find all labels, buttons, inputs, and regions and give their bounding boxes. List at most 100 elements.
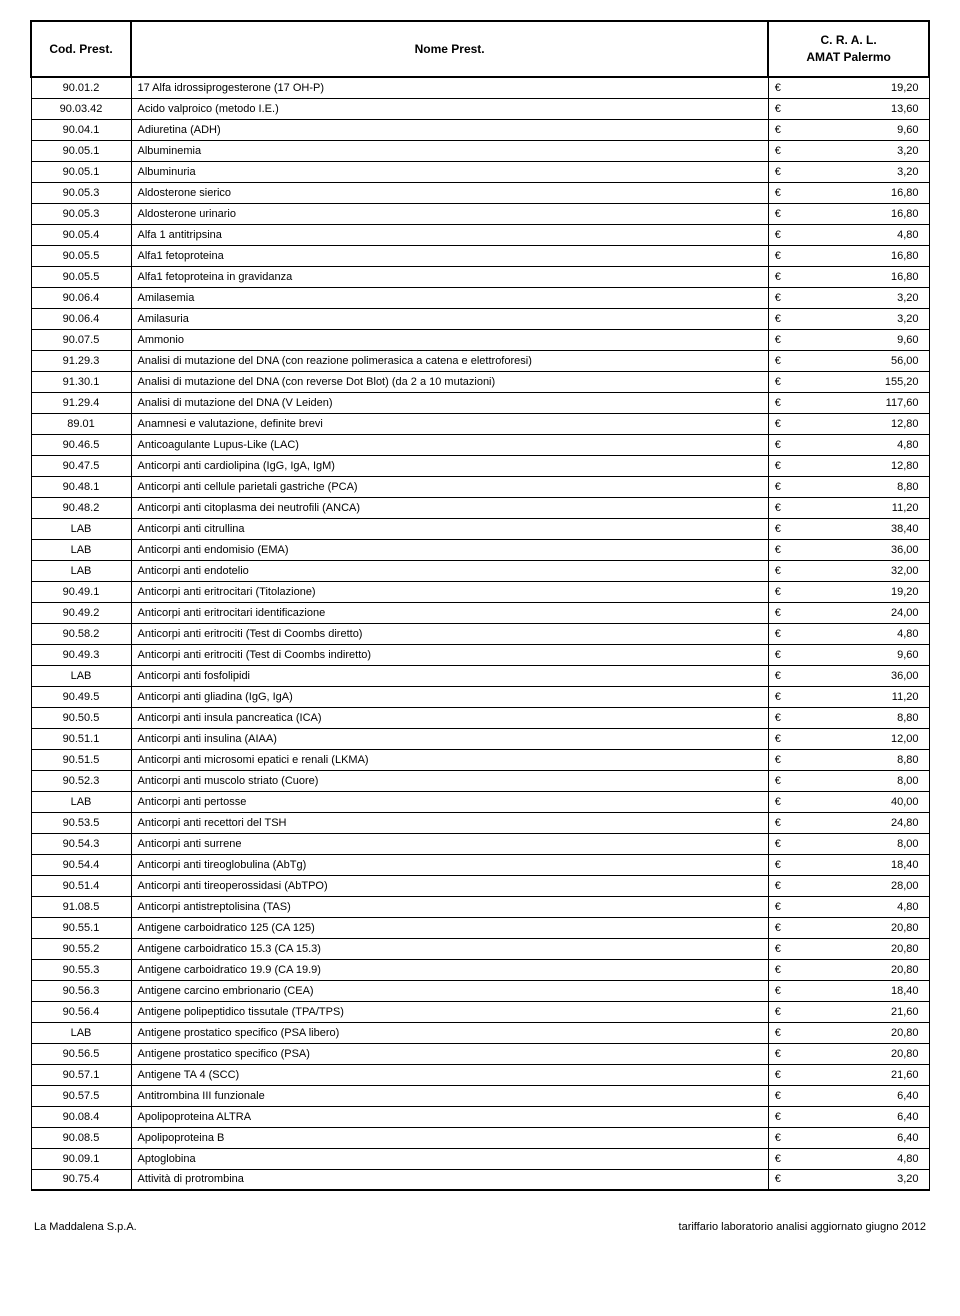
cell-name: Anticorpi anti microsomi epatici e renal… xyxy=(131,749,768,770)
cell-name: Anticorpi anti citrullina xyxy=(131,518,768,539)
cell-price: 8,80 xyxy=(788,707,929,728)
cell-currency: € xyxy=(768,287,788,308)
cell-name: 17 Alfa idrossiprogesterone (17 OH-P) xyxy=(131,77,768,98)
table-row: 90.57.5Antitrombina III funzionale€6,40 xyxy=(31,1085,929,1106)
cell-currency: € xyxy=(768,1148,788,1169)
cell-currency: € xyxy=(768,245,788,266)
cell-currency: € xyxy=(768,119,788,140)
cell-currency: € xyxy=(768,791,788,812)
cell-price: 9,60 xyxy=(788,119,929,140)
cell-currency: € xyxy=(768,182,788,203)
cell-currency: € xyxy=(768,896,788,917)
cell-code: 90.54.4 xyxy=(31,854,131,875)
table-row: 90.54.4Anticorpi anti tireoglobulina (Ab… xyxy=(31,854,929,875)
cell-price: 12,80 xyxy=(788,455,929,476)
cell-currency: € xyxy=(768,686,788,707)
cell-code: 90.04.1 xyxy=(31,119,131,140)
cell-code: 90.05.4 xyxy=(31,224,131,245)
cell-code: 90.05.1 xyxy=(31,161,131,182)
cell-price: 20,80 xyxy=(788,1043,929,1064)
cell-currency: € xyxy=(768,308,788,329)
cell-price: 24,00 xyxy=(788,602,929,623)
table-header-row: Cod. Prest. Nome Prest. C. R. A. L. AMAT… xyxy=(31,21,929,77)
cell-price: 32,00 xyxy=(788,560,929,581)
cell-price: 21,60 xyxy=(788,1001,929,1022)
cell-code: 90.46.5 xyxy=(31,434,131,455)
table-row: 90.08.4Apolipoproteina ALTRA€6,40 xyxy=(31,1106,929,1127)
cell-name: Antigene prostatico specifico (PSA liber… xyxy=(131,1022,768,1043)
cell-name: Acido valproico (metodo I.E.) xyxy=(131,98,768,119)
cell-name: Albuminuria xyxy=(131,161,768,182)
table-row: 90.55.1Antigene carboidratico 125 (CA 12… xyxy=(31,917,929,938)
cell-code: 90.56.3 xyxy=(31,980,131,1001)
cell-code: 90.50.5 xyxy=(31,707,131,728)
cell-price: 3,20 xyxy=(788,140,929,161)
cell-currency: € xyxy=(768,350,788,371)
table-row: LABAnticorpi anti pertosse€40,00 xyxy=(31,791,929,812)
cell-currency: € xyxy=(768,1043,788,1064)
cell-code: 90.49.5 xyxy=(31,686,131,707)
cell-code: 91.08.5 xyxy=(31,896,131,917)
cell-code: 90.57.5 xyxy=(31,1085,131,1106)
cell-name: Antigene carboidratico 125 (CA 125) xyxy=(131,917,768,938)
cell-currency: € xyxy=(768,371,788,392)
cell-price: 18,40 xyxy=(788,854,929,875)
cell-price: 19,20 xyxy=(788,77,929,98)
table-row: 90.06.4Amilasuria€3,20 xyxy=(31,308,929,329)
cell-code: 90.06.4 xyxy=(31,287,131,308)
cell-price: 36,00 xyxy=(788,539,929,560)
cell-price: 117,60 xyxy=(788,392,929,413)
cell-code: LAB xyxy=(31,560,131,581)
cell-code: 90.55.1 xyxy=(31,917,131,938)
cell-currency: € xyxy=(768,497,788,518)
table-row: 91.08.5Anticorpi antistreptolisina (TAS)… xyxy=(31,896,929,917)
cell-code: 90.58.2 xyxy=(31,623,131,644)
cell-price: 16,80 xyxy=(788,266,929,287)
cell-price: 155,20 xyxy=(788,371,929,392)
cell-code: 89.01 xyxy=(31,413,131,434)
cell-price: 11,20 xyxy=(788,497,929,518)
cell-name: Alfa 1 antitripsina xyxy=(131,224,768,245)
cell-name: Ammonio xyxy=(131,329,768,350)
cell-currency: € xyxy=(768,770,788,791)
cell-currency: € xyxy=(768,917,788,938)
cell-price: 16,80 xyxy=(788,182,929,203)
cell-price: 4,80 xyxy=(788,434,929,455)
cell-currency: € xyxy=(768,140,788,161)
cell-code: LAB xyxy=(31,1022,131,1043)
header-price-line1: C. R. A. L. xyxy=(820,33,876,47)
table-row: 90.49.3Anticorpi anti eritrociti (Test d… xyxy=(31,644,929,665)
cell-currency: € xyxy=(768,854,788,875)
cell-name: Anticorpi anti citoplasma dei neutrofili… xyxy=(131,497,768,518)
cell-code: 90.51.1 xyxy=(31,728,131,749)
cell-name: Analisi di mutazione del DNA (V Leiden) xyxy=(131,392,768,413)
cell-currency: € xyxy=(768,455,788,476)
cell-currency: € xyxy=(768,938,788,959)
cell-code: 90.57.1 xyxy=(31,1064,131,1085)
table-row: 90.50.5Anticorpi anti insula pancreatica… xyxy=(31,707,929,728)
table-row: 90.57.1Antigene TA 4 (SCC)€21,60 xyxy=(31,1064,929,1085)
cell-price: 28,00 xyxy=(788,875,929,896)
cell-price: 18,40 xyxy=(788,980,929,1001)
cell-name: Antigene prostatico specifico (PSA) xyxy=(131,1043,768,1064)
cell-currency: € xyxy=(768,203,788,224)
cell-code: 90.51.4 xyxy=(31,875,131,896)
table-row: 90.08.5Apolipoproteina B€6,40 xyxy=(31,1127,929,1148)
cell-name: Antigene carboidratico 15.3 (CA 15.3) xyxy=(131,938,768,959)
cell-name: Aldosterone sierico xyxy=(131,182,768,203)
cell-currency: € xyxy=(768,1085,788,1106)
cell-name: Anticorpi anti eritrociti (Test di Coomb… xyxy=(131,644,768,665)
cell-currency: € xyxy=(768,707,788,728)
table-row: 90.53.5Anticorpi anti recettori del TSH€… xyxy=(31,812,929,833)
cell-price: 12,80 xyxy=(788,413,929,434)
header-price-line2: AMAT Palermo xyxy=(806,50,890,64)
cell-name: Anticorpi anti tireoglobulina (AbTg) xyxy=(131,854,768,875)
cell-name: Anticorpi anti tireoperossidasi (AbTPO) xyxy=(131,875,768,896)
cell-name: Attività di protrombina xyxy=(131,1169,768,1190)
cell-price: 36,00 xyxy=(788,665,929,686)
cell-name: Anticorpi anti surrene xyxy=(131,833,768,854)
table-row: 90.49.1Anticorpi anti eritrocitari (Tito… xyxy=(31,581,929,602)
cell-price: 4,80 xyxy=(788,896,929,917)
page-container: Cod. Prest. Nome Prest. C. R. A. L. AMAT… xyxy=(30,20,930,1233)
table-row: 90.58.2Anticorpi anti eritrociti (Test d… xyxy=(31,623,929,644)
